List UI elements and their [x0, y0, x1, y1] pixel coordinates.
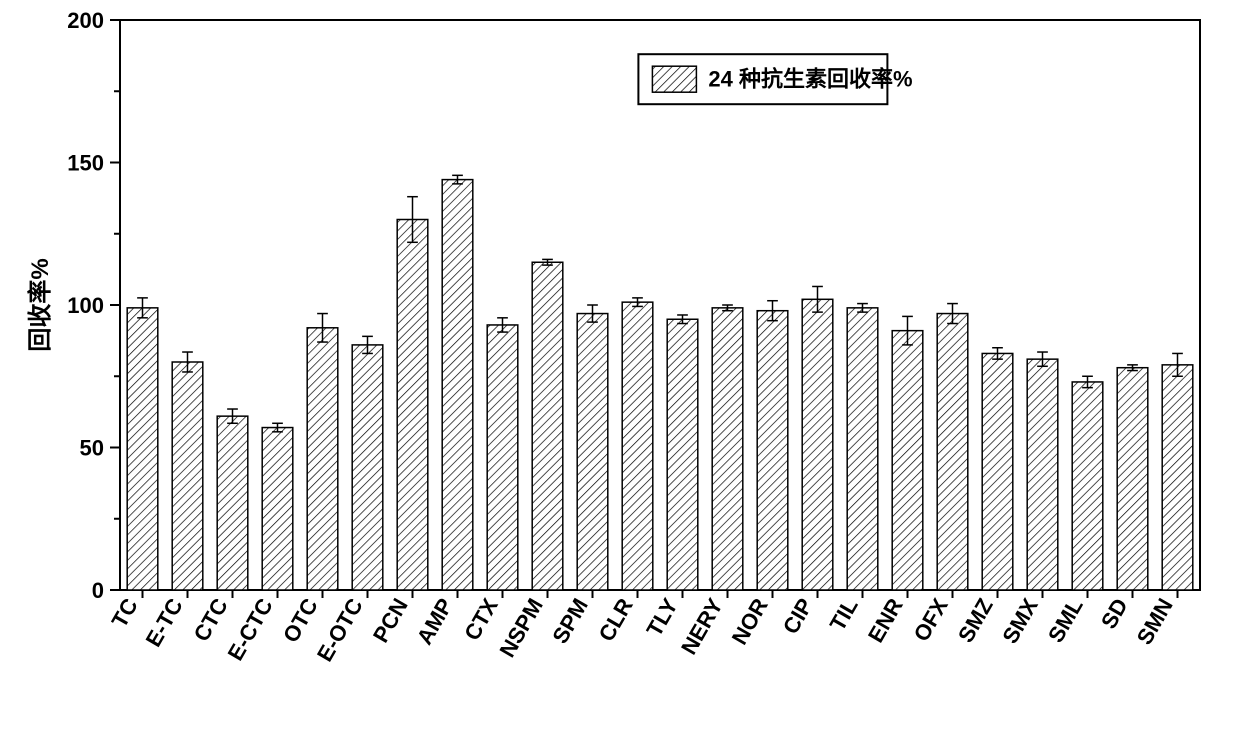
svg-text:150: 150: [67, 151, 104, 176]
bar-otc: [307, 328, 338, 590]
bar-e-tc: [172, 362, 203, 590]
x-label-smn: SMN: [1132, 594, 1178, 649]
svg-text:50: 50: [80, 436, 104, 461]
bar-nor: [757, 311, 788, 590]
x-label-e-tc: E-TC: [141, 594, 188, 651]
svg-text:回收率%: 回收率%: [26, 258, 54, 351]
x-label-tc: TC: [107, 594, 143, 632]
x-label-til: TIL: [825, 594, 863, 635]
x-label-nor: NOR: [727, 594, 773, 649]
x-label-cip: CIP: [778, 594, 818, 638]
x-label-nery: NERY: [676, 594, 728, 659]
bar-enr: [892, 331, 923, 590]
bar-pcn: [397, 220, 428, 591]
bar-spm: [577, 314, 608, 590]
svg-text:0: 0: [92, 578, 104, 603]
bar-smn: [1162, 365, 1193, 590]
bar-sd: [1117, 368, 1148, 590]
x-label-enr: ENR: [863, 594, 908, 647]
x-label-tly: TLY: [641, 594, 683, 641]
x-label-clr: CLR: [594, 594, 638, 646]
x-label-ctc: CTC: [189, 594, 233, 646]
x-label-pcn: PCN: [368, 594, 413, 647]
bar-tc: [127, 308, 158, 590]
x-label-e-ctc: E-CTC: [223, 594, 278, 665]
x-label-smz: SMZ: [953, 594, 998, 647]
x-label-e-otc: E-OTC: [312, 594, 368, 666]
chart-container: 0 50 100 150 200 回收率% TCE-TCCTCE-CTCOTCE-OTCPC…: [0, 0, 1239, 737]
bar-smx: [1027, 359, 1058, 590]
x-label-smx: SMX: [997, 594, 1043, 648]
bar-e-otc: [352, 345, 383, 590]
bar-sml: [1072, 382, 1103, 590]
x-label-ofx: OFX: [909, 594, 953, 646]
x-label-nspm: NSPM: [494, 594, 547, 662]
bar-ctc: [217, 416, 248, 590]
bar-ofx: [937, 314, 968, 590]
bar-til: [847, 308, 878, 590]
x-label-spm: SPM: [547, 594, 592, 648]
svg-text:200: 200: [67, 8, 104, 33]
legend-label: 24 种抗生素回收率%: [708, 66, 912, 91]
x-label-sd: SD: [1096, 594, 1133, 633]
x-label-ctx: CTX: [459, 594, 503, 645]
bar-nspm: [532, 262, 563, 590]
bar-ctx: [487, 325, 518, 590]
x-label-otc: OTC: [278, 594, 323, 647]
bar-e-ctc: [262, 428, 293, 590]
bar-tly: [667, 319, 698, 590]
x-label-sml: SML: [1043, 594, 1088, 647]
svg-text:100: 100: [67, 293, 104, 318]
bar-clr: [622, 302, 653, 590]
bar-chart: 0 50 100 150 200 回收率% TCE-TCCTCE-CTCOTCE-OTCPC…: [0, 0, 1239, 737]
x-label-amp: AMP: [412, 594, 458, 649]
legend-swatch: [652, 66, 696, 92]
bar-smz: [982, 353, 1013, 590]
bar-nery: [712, 308, 743, 590]
bar-cip: [802, 299, 833, 590]
bar-amp: [442, 180, 473, 590]
